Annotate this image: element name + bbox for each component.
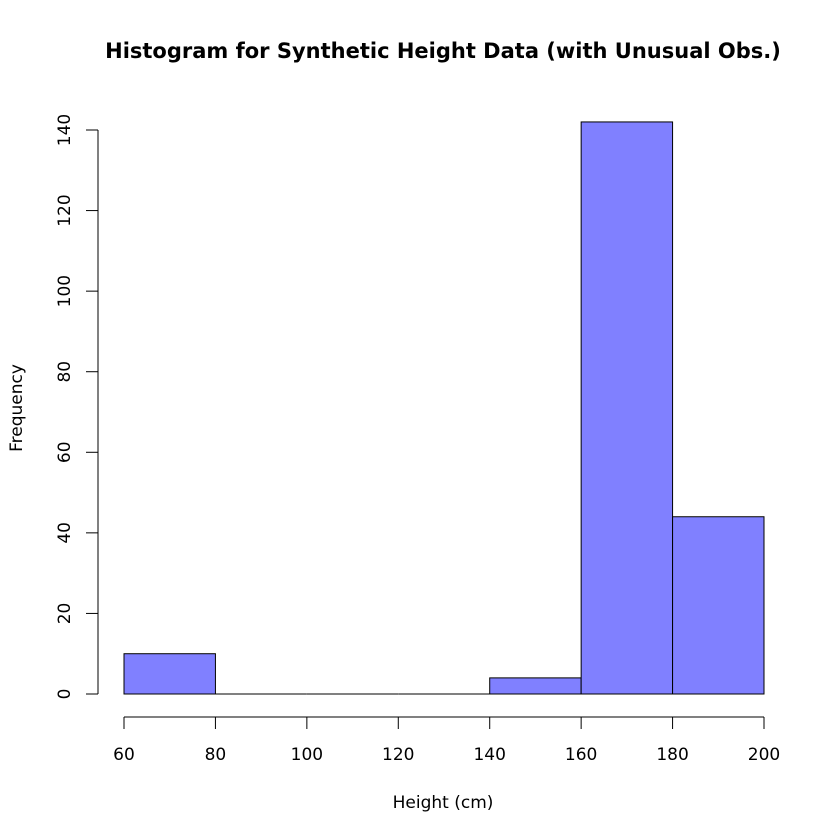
- y-tick-label: 100: [55, 275, 75, 307]
- y-axis: 0 20 40 60 80 100 120 140: [55, 114, 99, 700]
- chart-title: Histogram for Synthetic Height Data (wit…: [105, 39, 781, 63]
- x-tick-label: 200: [748, 745, 780, 765]
- x-axis-label: Height (cm): [393, 793, 494, 813]
- x-tick-label: 160: [565, 745, 597, 765]
- x-tick-label: 180: [656, 745, 688, 765]
- y-tick-label: 140: [55, 114, 75, 146]
- y-tick-label: 80: [55, 361, 75, 383]
- histogram-bar-60-80: [123, 653, 216, 695]
- x-tick-label: 80: [205, 745, 227, 765]
- y-tick-label: 120: [55, 194, 75, 226]
- y-tick-label: 60: [55, 441, 75, 463]
- x-tick-label: 120: [382, 745, 414, 765]
- y-tick-label: 20: [55, 603, 75, 625]
- y-tick-label: 40: [55, 522, 75, 544]
- histogram-bar-160-180: [580, 121, 674, 695]
- x-axis: 60 80 100 120 140 160 180 200: [113, 716, 780, 765]
- x-tick-label: 60: [113, 745, 135, 765]
- histogram-bar-140-160: [489, 677, 582, 695]
- y-axis-label: Frequency: [7, 364, 27, 452]
- x-tick-label: 140: [473, 745, 505, 765]
- x-tick-label: 100: [291, 745, 323, 765]
- y-tick-label: 0: [55, 689, 75, 700]
- bars-layer: [123, 121, 765, 695]
- histogram-bar-180-200: [672, 516, 765, 695]
